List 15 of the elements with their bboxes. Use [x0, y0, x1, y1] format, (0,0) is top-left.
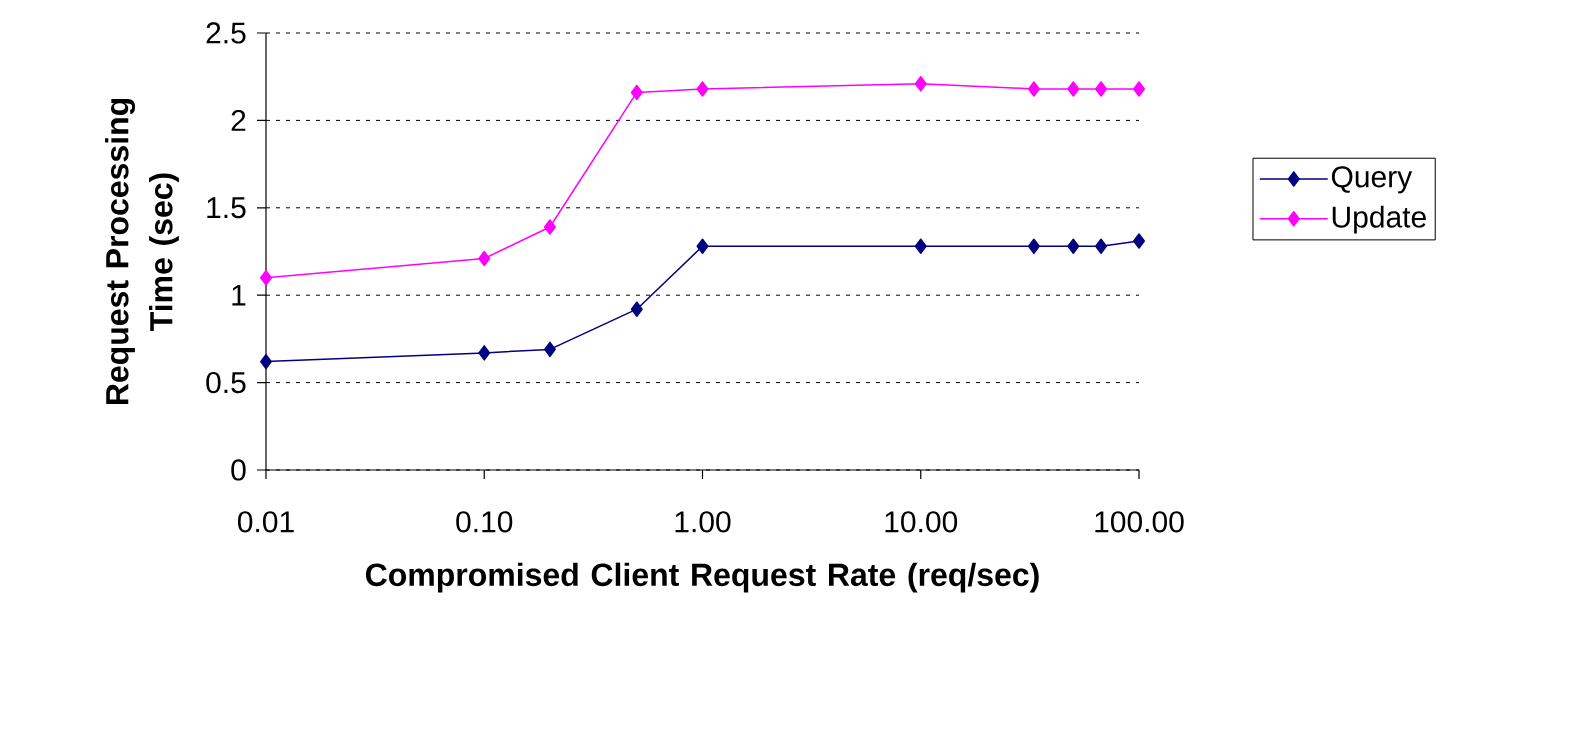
legend-label: Update [1332, 205, 1426, 234]
x-tick-label: 0.10 [456, 511, 513, 533]
y-axis-title: Request Processing Time (sec) [105, 98, 179, 405]
x-tick-label: 1.00 [675, 511, 731, 533]
x-tick-label: 100.00 [1095, 511, 1184, 533]
y-tick-label: 0 [231, 459, 246, 481]
y-tick-label: 1.5 [207, 197, 246, 219]
y-tick-label: 1 [232, 284, 246, 306]
y-tick-label: 2.5 [206, 22, 246, 44]
x-tick-label: 0.01 [237, 511, 294, 533]
x-axis-title: Compromised Client Request Rate (req/sec) [365, 562, 1039, 593]
y-tick-label: 0.5 [206, 371, 246, 394]
x-tick-label: 10.00 [885, 511, 958, 533]
y-tick-label: 2 [231, 109, 246, 131]
legend-label: Query [1331, 166, 1413, 194]
